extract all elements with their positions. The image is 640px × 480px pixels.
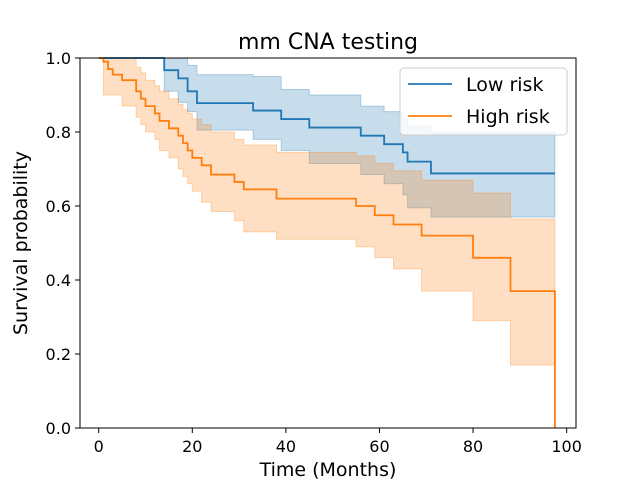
plot-frame (79, 57, 577, 429)
y-tick-label: 0.6 (46, 197, 71, 216)
legend-label-low-risk: Low risk (466, 74, 543, 96)
chart-title: mm CNA testing (238, 30, 418, 55)
x-tick-label: 20 (182, 437, 202, 456)
confidence-bands (98, 57, 556, 366)
y-tick-label: 0.8 (46, 123, 71, 142)
confidence-band-low-risk (98, 57, 556, 218)
x-axis-label: Time (Months) (259, 459, 397, 480)
y-tick-label: 0.0 (46, 419, 71, 438)
y-axis-ticks: 0.0 0.2 0.4 0.6 0.8 1.0 (46, 49, 80, 438)
x-tick-label: 100 (551, 437, 582, 456)
legend-label-high-risk: High risk (466, 106, 550, 128)
x-tick-label: 60 (369, 437, 389, 456)
y-tick-label: 0.2 (46, 345, 71, 364)
survival-lines (98, 57, 556, 428)
x-axis-ticks: 0 20 40 60 80 100 (94, 428, 582, 456)
x-tick-label: 40 (276, 437, 296, 456)
x-tick-label: 80 (463, 437, 483, 456)
x-tick-label: 0 (94, 437, 104, 456)
y-tick-label: 0.4 (46, 271, 71, 290)
legend: Low risk High risk (399, 67, 568, 136)
y-tick-label: 1.0 (46, 49, 71, 68)
survival-line-low-risk (98, 57, 555, 175)
y-axis-label: Survival probability (10, 151, 32, 335)
survival-line-high-risk (98, 57, 556, 428)
